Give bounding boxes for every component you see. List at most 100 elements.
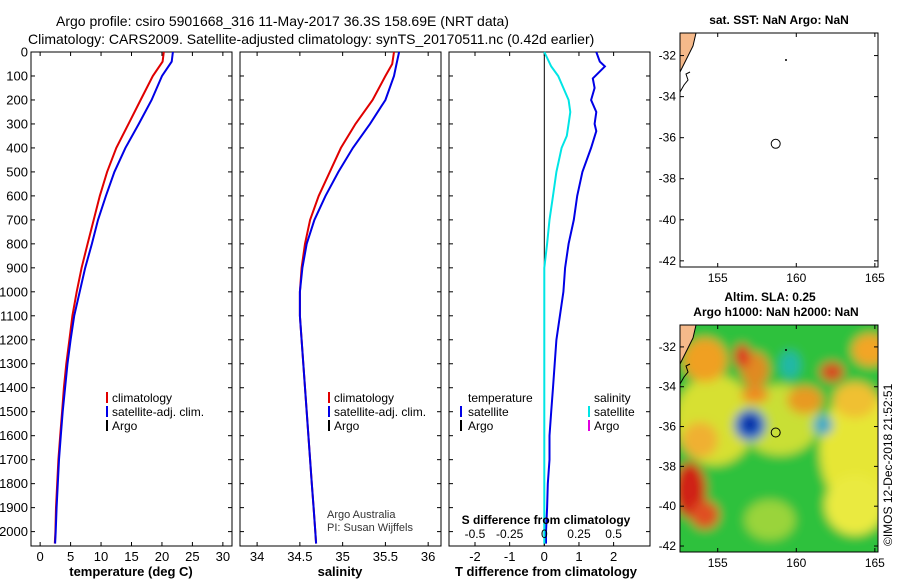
depth-tick-label: 600 (6, 188, 28, 203)
legend-label-climatology: climatology (112, 391, 172, 405)
sst-map-ytick-label: -34 (659, 90, 677, 104)
sla-map-ytick-label: -40 (659, 499, 677, 513)
sla-land (680, 325, 697, 365)
depth-tick-label: 1800 (0, 476, 28, 491)
legend-label-climatology: climatology (334, 391, 394, 405)
depth-tick-label: 400 (6, 140, 28, 155)
legend-label-salinity-satellite: satellite (594, 405, 635, 419)
sla-map-title2: Argo h1000: NaN h2000: NaN (693, 305, 858, 319)
sla-map-ytick-label: -36 (659, 420, 677, 434)
temperature-legend: climatology satellite-adj. clim. Argo (106, 391, 204, 433)
temperature-series-satellite-adj-clim- (54, 51, 174, 544)
figure-title-line1: Argo profile: csiro 5901668_316 11-May-2… (56, 13, 509, 29)
sla-map-frame (679, 324, 879, 553)
sla-heatmap (680, 325, 878, 552)
depth-tick-label: 700 (6, 212, 28, 227)
temperature-series-climatology (53, 51, 165, 544)
sla-map-xtick-label: 155 (708, 556, 728, 570)
s-difference-tick-label: -0.5 (465, 527, 486, 541)
sst-island-dot (785, 59, 787, 61)
salinity-xlabel: salinity (318, 564, 364, 579)
sst-map: sat. SST: NaN Argo: NaN (679, 13, 879, 268)
salinity-xtick-label: 34 (250, 549, 264, 564)
temperature-axes (30, 51, 233, 547)
depth-tick-label: 1700 (0, 452, 28, 467)
legend-swatch-argo (328, 420, 330, 431)
s-difference-tick-label: 0 (541, 527, 548, 541)
temperature-xtick-label: 30 (216, 549, 230, 564)
sla-island-dot (785, 349, 787, 351)
legend-swatch-temperature-satellite (460, 406, 462, 417)
s-difference-label: S difference from climatology (462, 513, 631, 527)
legend-label-satellite: satellite-adj. clim. (334, 405, 426, 419)
sst-map-title: sat. SST: NaN Argo: NaN (709, 13, 849, 27)
salinity-xtick-label: 35 (335, 549, 349, 564)
salinity-series-climatology (298, 51, 395, 544)
s-difference-tick-label: -0.25 (496, 527, 524, 541)
depth-tick-label: 1400 (0, 380, 28, 395)
difference-legend-salinity: salinity satellite Argo (588, 391, 635, 433)
legend-swatch-argo (106, 420, 108, 431)
sst-map-ytick-label: -42 (659, 254, 677, 268)
legend-swatch-satellite (106, 406, 108, 417)
legend-swatch-satellite (328, 406, 330, 417)
legend-label-temperature-argo: Argo (468, 419, 494, 433)
s-difference-tick-label: 0.5 (605, 527, 622, 541)
legend-swatch-temperature-argo (460, 420, 462, 431)
depth-tick-label: 2000 (0, 524, 28, 539)
legend-swatch-climatology (106, 392, 108, 403)
sst-land (680, 33, 697, 73)
difference-xtick-label: 1 (575, 549, 582, 564)
sst-map-ytick-label: -32 (659, 49, 677, 63)
sst-map-xtick-label: 155 (708, 271, 728, 285)
sla-map-ytick-label: -34 (659, 380, 677, 394)
difference-series-temperature-satellite (545, 51, 607, 544)
depth-tick-label: 800 (6, 236, 28, 251)
sla-map-xtick-label: 165 (865, 556, 885, 570)
sst-map-xtick-label: 165 (865, 271, 885, 285)
depth-tick-label: 1200 (0, 332, 28, 347)
sla-map-title1: Altim. SLA: 0.25 (724, 290, 816, 304)
sla-map-xtick-label: 160 (786, 556, 806, 570)
depth-tick-label: 1600 (0, 428, 28, 443)
sla-map: Altim. SLA: 0.25 Argo h1000: NaN h2000: … (679, 290, 879, 553)
salinity-xtick-label: 35.5 (373, 549, 398, 564)
salinity-legend: climatology satellite-adj. clim. Argo (328, 391, 426, 433)
sst-map-ytick-label: -40 (659, 213, 677, 227)
sla-profile-marker (770, 427, 781, 438)
depth-tick-label: 900 (6, 260, 28, 275)
legend-label-temperature-satellite: satellite (468, 405, 509, 419)
difference-legend-temperature: temperature satellite Argo (460, 391, 533, 433)
salinity-xtick-label: 34.5 (287, 549, 312, 564)
sst-map-ytick-label: -36 (659, 131, 677, 145)
depth-tick-label: 0 (21, 45, 28, 60)
difference-xtick-label: 2 (610, 549, 617, 564)
figure-title-line2: Climatology: CARS2009. Satellite-adjuste… (28, 31, 594, 47)
legend-title-temperature: temperature (468, 391, 533, 405)
salinity-series-satellite-adj-clim- (298, 51, 401, 544)
sla-map-ytick-label: -32 (659, 340, 677, 354)
sst-coast-line (680, 71, 691, 93)
depth-tick-label: 1000 (0, 284, 28, 299)
credit-line2: PI: Susan Wijffels (327, 522, 413, 534)
side-note: ©IMOS 12-Dec-2018 21:52:51 (881, 383, 895, 546)
temperature-xtick-label: 10 (94, 549, 108, 564)
legend-label-argo: Argo (334, 419, 360, 433)
legend-label-salinity-argo: Argo (594, 419, 620, 433)
sst-map-ytick-label: -38 (659, 172, 677, 186)
temperature-xtick-label: 25 (185, 549, 199, 564)
depth-tick-label: 100 (6, 68, 28, 83)
s-difference-tick-label: 0.25 (567, 527, 591, 541)
difference-series-salinity-satellite (543, 51, 572, 544)
depth-tick-label: 1300 (0, 356, 28, 371)
depth-tick-label: 1900 (0, 500, 28, 515)
legend-label-satellite: satellite-adj. clim. (112, 405, 204, 419)
salinity-xtick-label: 36 (421, 549, 435, 564)
temperature-xlabel: temperature (deg C) (69, 564, 193, 579)
difference-xtick-label: 0 (541, 549, 548, 564)
legend-swatch-salinity-satellite (588, 406, 590, 417)
temperature-xtick-label: 15 (124, 549, 138, 564)
difference-xtick-label: -2 (469, 549, 481, 564)
credit-line1: Argo Australia (327, 509, 396, 521)
